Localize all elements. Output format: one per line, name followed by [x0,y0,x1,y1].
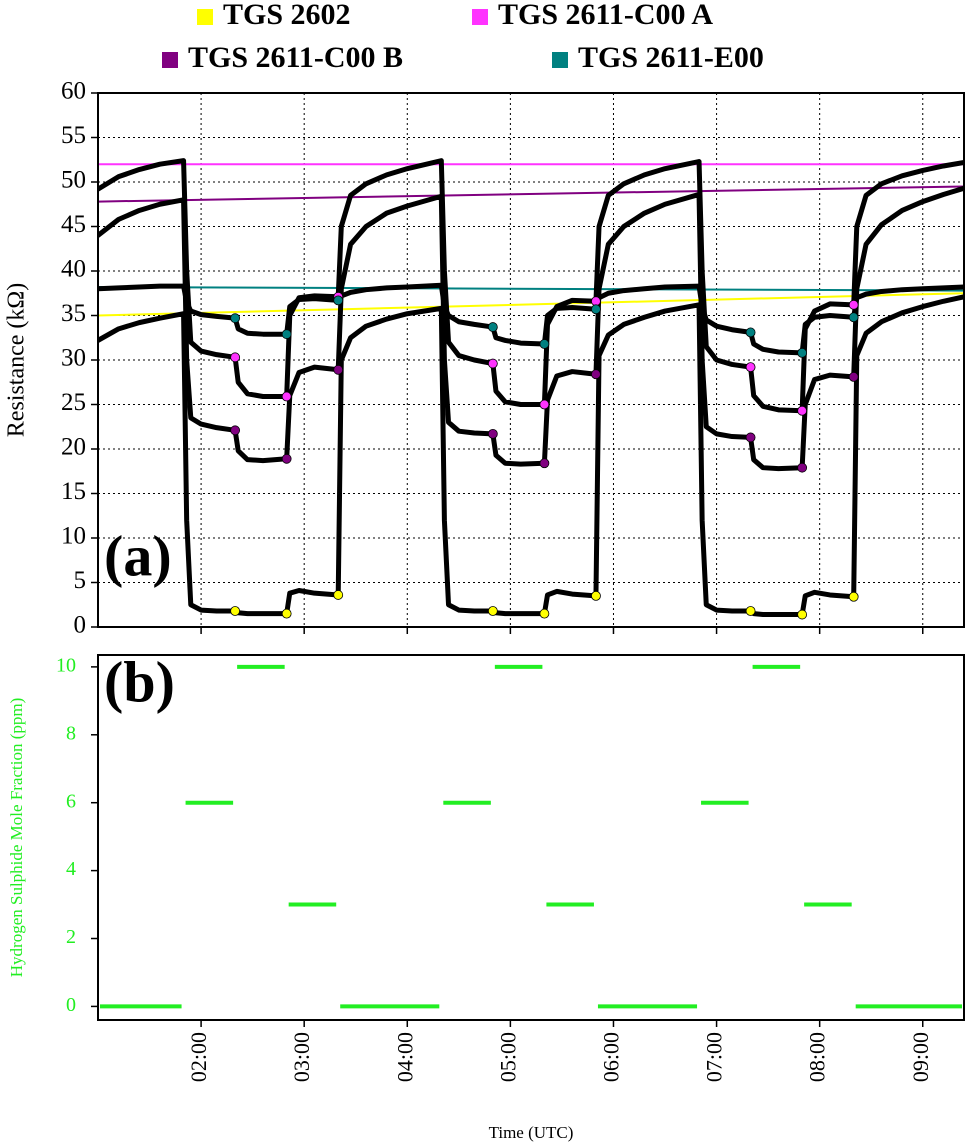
y-tick-label: 0 [74,612,87,639]
legend-label: TGS 2611-C00 A [498,0,713,31]
y-axis-label: Resistance (kΩ) [4,283,30,437]
y-tick-label: 55 [61,122,86,149]
marker-dot [848,299,859,310]
axes-frame [97,92,965,628]
y-tick-label: 30 [61,345,86,372]
x-tick-label: 02:00 [186,1032,211,1082]
marker-dot [281,329,292,340]
x-tick-label: 09:00 [908,1032,933,1082]
marker-dot [745,606,756,616]
marker-dot [848,591,859,602]
x-axis-label: Time (UTC) [489,1123,574,1142]
marker-dot [745,327,756,338]
marker-dot [333,590,344,600]
legend-swatch [197,9,213,25]
marker-dot [539,458,550,469]
marker-dot [333,364,344,375]
marker-dot [281,608,292,619]
marker-dot [797,609,808,620]
marker-dot [487,428,498,439]
marker-dot [745,362,756,373]
x-tick-label: 05:00 [495,1032,520,1082]
baseline-line [98,185,964,203]
y-tick-label: 10 [61,523,86,550]
marker-dot [487,322,498,332]
y-tick-label: 50 [61,167,86,194]
axes-frame [97,654,965,1021]
y-tick-label: 2 [66,926,76,948]
marker-dot [591,590,601,601]
marker-dot [230,606,241,616]
sensor-trace [98,282,964,356]
marker-dot [281,391,292,402]
y-tick-label: 60 [61,78,86,105]
y-tick-label: 0 [66,994,76,1016]
marker-dot [230,313,241,324]
legend-swatch [472,9,488,25]
y-axis-label: Hydrogen Sulphide Mole Fraction (ppm) [7,698,26,978]
y-tick-label: 5 [74,567,87,594]
y-tick-label: 40 [61,256,86,283]
marker-dot [230,352,241,363]
marker-dot [281,453,292,464]
marker-dot [745,432,756,443]
marker-dot [230,425,241,436]
panel-label: (b) [104,649,175,714]
x-tick-label: 08:00 [805,1032,830,1082]
legend-label: TGS 2602 [223,0,351,31]
y-tick-label: 20 [61,434,86,461]
legend-label: TGS 2611-C00 B [188,41,403,74]
marker-dot [539,608,550,619]
legend-swatch [552,52,568,68]
marker-dot [591,369,601,380]
marker-dot [487,606,498,616]
y-tick-label: 15 [61,478,86,505]
x-tick-label: 04:00 [392,1032,417,1082]
sensor-trace [98,185,964,472]
panel-label: (a) [104,523,172,588]
legend-swatch [162,52,178,68]
y-tick-label: 45 [61,211,86,238]
y-tick-label: 25 [61,389,86,416]
marker-dot [591,304,601,315]
marker-dot [797,405,808,416]
plot-area [98,158,964,620]
baseline-line [98,292,964,317]
x-tick-label: 07:00 [702,1032,727,1082]
x-tick-label: 03:00 [289,1032,314,1082]
baseline-line [98,286,964,292]
y-tick-label: 6 [66,790,76,812]
marker-dot [797,462,808,473]
y-tick-label: 10 [56,654,76,676]
y-tick-label: 35 [61,300,86,327]
marker-dot [539,399,550,410]
marker-dot [848,312,859,323]
marker-dot [848,372,859,382]
marker-dot [539,339,550,349]
y-tick-label: 4 [66,858,76,880]
marker-dot [487,358,498,369]
marker-dot [797,347,808,358]
marker-dot [333,295,344,306]
x-tick-label: 06:00 [599,1032,624,1082]
sensor-trace [98,294,964,618]
y-tick-label: 8 [66,722,76,744]
legend-label: TGS 2611-E00 [578,41,764,74]
